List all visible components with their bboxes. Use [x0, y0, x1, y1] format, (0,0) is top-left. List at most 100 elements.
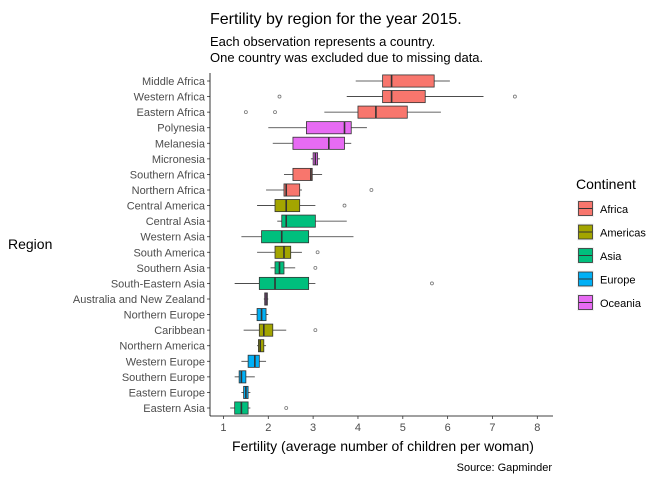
y-tick-label-caribbean: Caribbean	[154, 325, 205, 337]
box-body-polynesia	[305, 121, 352, 135]
y-tick-label-micronesia: Micronesia	[152, 154, 206, 166]
box-body-eastern-africa	[357, 105, 408, 119]
box-northern-america	[257, 339, 267, 353]
box-eastern-africa	[243, 105, 441, 119]
box-central-america	[257, 199, 347, 213]
y-tick-label-western-asia: Western Asia	[140, 232, 205, 244]
chart-subtitle-line-1: Each observation represents a country.	[210, 34, 435, 49]
outlier-south-america-0	[315, 250, 320, 255]
box-melanesia	[272, 136, 352, 150]
y-tick-label-northern-america: Northern America	[119, 341, 205, 353]
box-eastern-europe	[241, 385, 251, 399]
box-body-northern-america	[258, 339, 265, 353]
x-axis-title: Fertility (average number of children pe…	[232, 438, 534, 454]
box-southern-africa	[283, 167, 323, 181]
x-tick-label-1: 1	[220, 422, 226, 434]
box-body-southern-europe	[238, 370, 247, 384]
box-northern-africa	[266, 183, 374, 197]
outlier-central-america-0	[342, 203, 347, 208]
y-tick-label-south-america: South America	[133, 247, 205, 259]
box-northern-europe	[250, 308, 269, 322]
box-polynesia	[268, 121, 367, 135]
box-western-asia	[241, 230, 354, 244]
box-western-africa	[277, 90, 517, 104]
box-body-western-europe	[247, 354, 260, 368]
legend-entry-europe: Europe	[577, 270, 635, 288]
box-body-caribbean	[258, 323, 274, 337]
box-western-europe	[241, 354, 267, 368]
x-tick-label-8: 8	[534, 422, 540, 434]
y-tick-label-central-asia: Central Asia	[146, 216, 206, 228]
outlier-eastern-asia-0	[284, 406, 289, 410]
box-body-middle-africa	[382, 74, 435, 88]
chart-caption: Source: Gapminder	[457, 462, 553, 474]
box-body-melanesia	[292, 136, 345, 150]
y-tick-label-southern-europe: Southern Europe	[122, 372, 205, 384]
legend-title: Continent	[576, 176, 636, 192]
legend: Continent Africa Americas Asia Europe Oceani…	[576, 176, 646, 311]
legend-entry-americas: Americas	[577, 223, 646, 241]
legend-entry-asia: Asia	[577, 247, 622, 264]
y-tick-label-eastern-africa: Eastern Africa	[137, 107, 206, 119]
outlier-eastern-africa-0	[243, 110, 248, 115]
x-tick-label-3: 3	[310, 422, 316, 434]
x-tick-label-2: 2	[265, 422, 271, 434]
outlier-south-eastern-asia-0	[430, 281, 434, 286]
y-tick-label-polynesia: Polynesia	[157, 123, 206, 135]
box-southern-europe	[234, 370, 255, 384]
legend-label-oceania: Oceania	[600, 298, 642, 310]
box-body-northern-africa	[283, 183, 301, 197]
y-tick-label-central-america: Central America	[127, 201, 206, 213]
box-body-south-america	[274, 245, 292, 259]
box-south-eastern-asia	[234, 276, 434, 290]
box-middle-africa	[355, 74, 450, 88]
box-micronesia	[310, 152, 320, 166]
y-tick-label-northern-africa: Northern Africa	[132, 185, 206, 197]
box-body-southern-africa	[292, 167, 313, 181]
y-tick-label-western-africa: Western Africa	[134, 92, 206, 104]
x-axis: 1 2 3 4 5 6 7 8	[210, 415, 553, 434]
y-tick-label-south-eastern-asia: South-Eastern Asia	[111, 278, 206, 290]
box-body-central-america	[274, 199, 301, 213]
y-tick-label-southern-africa: Southern Africa	[130, 169, 206, 181]
legend-label-asia: Asia	[600, 251, 622, 263]
outlier-caribbean-0	[313, 328, 318, 333]
legend-entry-oceania: Oceania	[577, 294, 642, 311]
box-south-america	[257, 245, 320, 259]
box-eastern-asia	[230, 401, 289, 415]
y-tick-label-australia-and-new-zealand: Australia and New Zealand	[73, 294, 205, 306]
box-body-western-asia	[261, 230, 310, 244]
chart-subtitle-line-2: One country was excluded due to missing …	[210, 50, 483, 65]
y-tick-label-northern-europe: Northern Europe	[124, 310, 205, 322]
legend-label-europe: Europe	[600, 275, 635, 287]
box-australia-and-new-zealand	[263, 292, 269, 306]
box-central-asia	[277, 214, 347, 228]
y-tick-label-middle-africa: Middle Africa	[142, 76, 206, 88]
x-tick-label-4: 4	[355, 422, 361, 434]
chart-title: Fertility by region for the year 2015.	[210, 11, 462, 28]
y-axis-title: Region	[8, 236, 52, 252]
box-southern-asia	[270, 261, 318, 275]
legend-label-africa: Africa	[600, 204, 629, 216]
legend-label-americas: Americas	[600, 228, 646, 240]
y-axis: Middle Africa Western Africa Eastern Afric…	[73, 73, 211, 416]
y-tick-label-eastern-asia: Eastern Asia	[143, 403, 206, 415]
y-tick-label-eastern-europe: Eastern Europe	[129, 387, 205, 399]
y-tick-label-southern-asia: Southern Asia	[137, 263, 206, 275]
x-tick-label-7: 7	[489, 422, 495, 434]
legend-entry-africa: Africa	[577, 200, 629, 217]
outlier-western-africa-0	[277, 94, 282, 99]
box-body-south-eastern-asia	[258, 276, 310, 290]
plot-area	[230, 74, 517, 415]
box-body-western-africa	[382, 90, 426, 104]
x-tick-label-6: 6	[445, 422, 451, 434]
y-tick-label-western-europe: Western Europe	[126, 356, 205, 368]
outlier-northern-africa-0	[369, 188, 374, 192]
box-body-central-asia	[281, 214, 316, 228]
outlier-eastern-africa-1	[273, 110, 277, 115]
outlier-western-africa-1	[512, 94, 517, 99]
x-tick-label-5: 5	[400, 422, 406, 434]
box-caribbean	[243, 323, 318, 337]
outlier-southern-asia-0	[313, 265, 318, 270]
